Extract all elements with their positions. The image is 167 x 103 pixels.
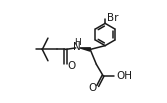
Text: O: O: [89, 83, 97, 93]
Text: O: O: [68, 61, 76, 71]
Text: N: N: [73, 42, 81, 52]
Text: H: H: [74, 38, 80, 47]
Text: OH: OH: [117, 71, 133, 81]
Text: Br: Br: [107, 12, 119, 23]
Polygon shape: [80, 48, 91, 51]
